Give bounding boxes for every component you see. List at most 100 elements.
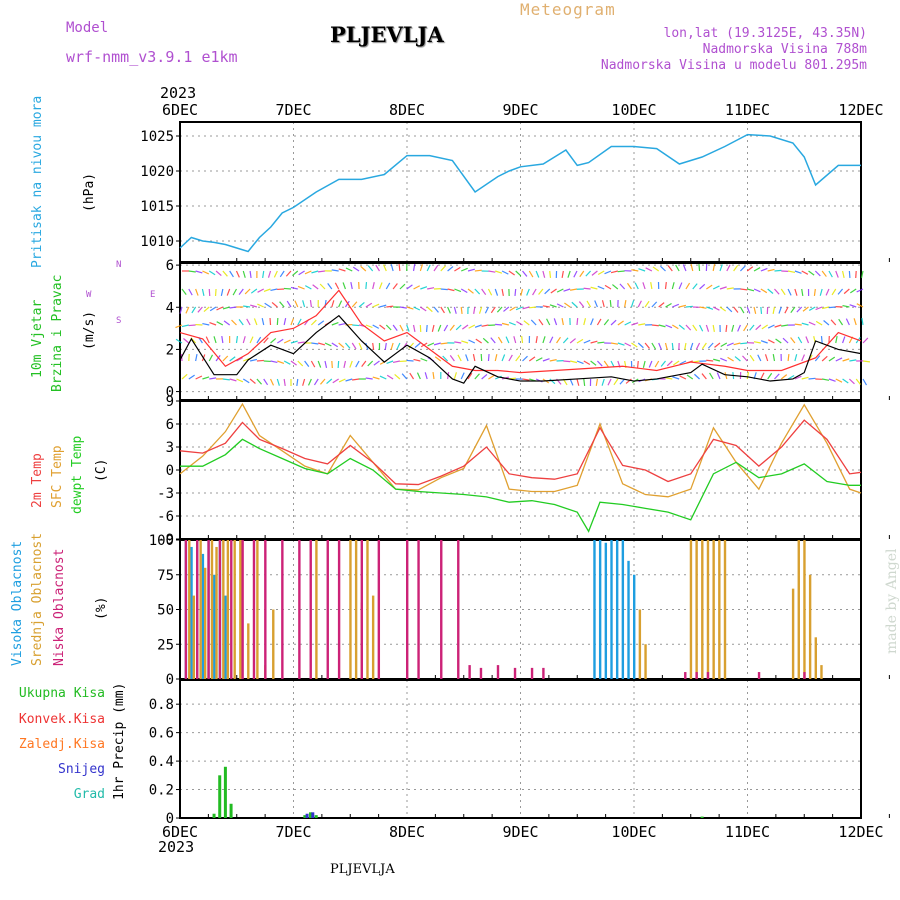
y-tick-label: 1025 [140, 129, 174, 145]
mid-cloud-bar [272, 609, 275, 679]
low-cloud-bar [360, 540, 363, 679]
y-tick-label: 100 [149, 533, 174, 549]
wind-arrow [313, 378, 319, 386]
altitude-text: Nadmorska Visina 788m [702, 42, 867, 57]
wind-arrow [624, 321, 632, 326]
wind-arrow [855, 378, 861, 385]
low-cloud-bar [377, 540, 381, 679]
wind-arrow [467, 288, 474, 294]
wind-arrow [394, 373, 401, 380]
wind-arrow [835, 378, 843, 383]
wind-arrow [419, 264, 424, 272]
wind-arrow [569, 338, 576, 344]
wind-arrow [746, 372, 750, 380]
wind-arrow [749, 354, 755, 362]
wind-arrow [508, 270, 515, 276]
wind-arrow [183, 338, 190, 344]
wind-arrow [797, 336, 803, 344]
wind-arrow [843, 288, 850, 295]
wind-arrow [665, 377, 673, 380]
wind-arrow [784, 306, 789, 314]
wind-arrow [637, 342, 644, 349]
wind-arrow [631, 269, 639, 272]
wind-arrow [360, 265, 367, 272]
wind-arrow [501, 354, 506, 362]
wind-arrow [672, 324, 679, 330]
wind-arrow [457, 354, 462, 362]
wind-arrow [468, 339, 476, 344]
low-cloud-bar [530, 667, 534, 679]
wind-arrow [386, 374, 394, 380]
mid-cloud-bar [256, 540, 259, 679]
wind-speed-line [179, 314, 862, 384]
wind-arrow [412, 324, 416, 332]
wind-arrow [256, 359, 264, 362]
y-tick-label: 75 [157, 568, 174, 584]
x-tick-label-bottom: 6DEC [162, 823, 198, 841]
y-tick-label: 0.8 [149, 697, 174, 713]
mid-cloud-bar [239, 540, 242, 679]
wind-arrow [739, 265, 746, 272]
wind-arrow [270, 288, 278, 292]
wind-arrow [338, 322, 346, 326]
compass-w-icon: W [86, 290, 92, 300]
wind-arrow [678, 304, 687, 308]
pressure-line [179, 133, 861, 253]
wind-arrow [725, 324, 728, 333]
wind-arrow [209, 377, 217, 380]
wind-arrow [719, 306, 727, 312]
wind-arrow [433, 306, 439, 313]
wind-arrow [699, 324, 704, 332]
wind-arrow [760, 288, 768, 294]
wind-arrow [460, 288, 468, 294]
wind-arrow [719, 264, 723, 272]
wind-arrow [307, 378, 312, 386]
mid-cloud-bar [354, 540, 358, 679]
wind-arrow [630, 300, 635, 308]
wind-arrow [367, 360, 374, 367]
wind-arrow [424, 372, 428, 380]
wind-arrow [746, 306, 751, 314]
wind-arrow [311, 342, 319, 345]
wind-arrow [460, 372, 465, 380]
wind-arrow [496, 306, 503, 313]
wind-arrow [556, 336, 561, 344]
wind-arrow [790, 337, 796, 344]
wind-arrow [862, 360, 871, 363]
wind-arrow [297, 285, 305, 290]
wind-arrow [706, 306, 714, 310]
wind-arrow [597, 341, 605, 344]
wind-arrow [787, 374, 795, 380]
wind-arrow [449, 354, 455, 362]
wind-arrow [277, 338, 284, 344]
wind-arrow [631, 322, 639, 326]
wind-arrow [726, 287, 734, 290]
low-cloud-bar [496, 665, 500, 679]
wind-arrow [345, 378, 353, 382]
wind-arrow [427, 287, 435, 290]
y-tick-label: 9 [166, 394, 174, 410]
wind-arrow [569, 378, 574, 386]
mid-cloud-bar [222, 540, 225, 679]
wind-arrow [549, 359, 557, 362]
wind-arrow [433, 342, 441, 346]
wind-arrow [179, 306, 183, 314]
wind-arrow [526, 288, 530, 296]
low-cloud-bar [457, 540, 460, 679]
wind-arrow [191, 306, 197, 314]
y-tick-label: 3 [166, 440, 174, 456]
wind-arrow [222, 306, 230, 310]
wind-arrow [760, 267, 768, 272]
wind-arrow [695, 342, 701, 350]
y-tick-label: 6 [166, 417, 174, 433]
wind-arrow [684, 342, 687, 350]
wind-arrow [831, 288, 837, 296]
x-tick-label-top: 11DEC [725, 101, 770, 119]
wind-arrow [495, 270, 503, 274]
wind-arrow [694, 373, 700, 380]
wind-arrow [761, 324, 768, 330]
wind-arrow [842, 378, 849, 384]
wind-arrow [344, 300, 350, 308]
high-cloud-bar [610, 540, 613, 679]
wind-arrow [563, 360, 571, 363]
